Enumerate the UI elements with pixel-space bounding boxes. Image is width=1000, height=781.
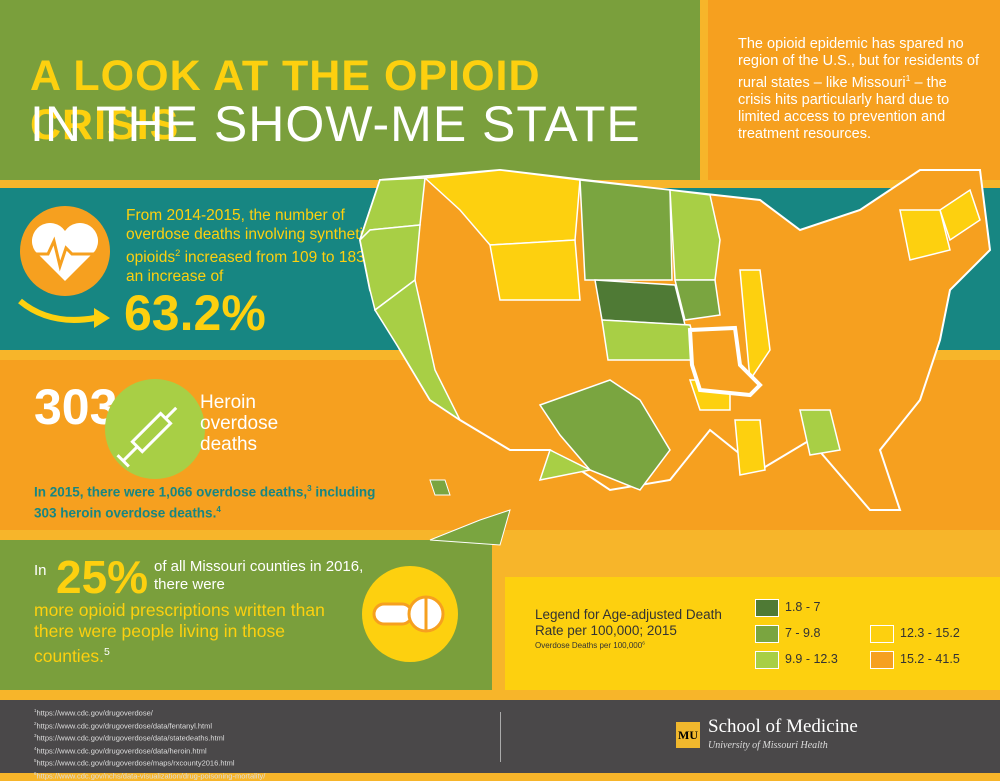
prescriptions-panel: In 25% of all Missouri counties in 2016,… bbox=[0, 540, 492, 690]
source-url: https://www.cdc.gov/drugoverdose/data/he… bbox=[37, 746, 207, 755]
heart-icon bbox=[10, 196, 130, 346]
legend-swatch bbox=[755, 625, 779, 643]
legend-swatch bbox=[755, 651, 779, 669]
synthetic-stat: 63.2% bbox=[124, 284, 266, 342]
school-subtitle: University of Missouri Health bbox=[708, 740, 828, 751]
state bbox=[490, 240, 580, 300]
us-map bbox=[340, 150, 1000, 550]
prescriptions-highlight: more opioid prescriptions written than t… bbox=[34, 600, 334, 667]
legend-label: 15.2 - 41.5 bbox=[900, 652, 960, 666]
legend-label: 7 - 9.8 bbox=[785, 626, 820, 640]
pill-icon bbox=[360, 564, 460, 664]
legend-swatch bbox=[870, 651, 894, 669]
legend-title: Legend for Age-adjusted Death Rate per 1… bbox=[535, 607, 735, 639]
footer: 1https://www.cdc.gov/drugoverdose/2https… bbox=[0, 700, 1000, 773]
heroin-label: Heroin overdose deaths bbox=[200, 392, 320, 455]
source-url: https://www.cdc.gov/drugoverdose/data/fe… bbox=[37, 721, 213, 730]
body-text: In 2015, there were 1,066 overdose death… bbox=[34, 485, 307, 500]
footnote-ref: 6 bbox=[642, 641, 645, 646]
heroin-text: In 2015, there were 1,066 overdose death… bbox=[34, 480, 384, 521]
source-line: 6https://www.cdc.gov/nchs/data-visualiza… bbox=[34, 769, 265, 781]
state bbox=[670, 190, 720, 280]
syringe-icon bbox=[100, 374, 210, 484]
source-line: 1https://www.cdc.gov/drugoverdose/ bbox=[34, 706, 265, 719]
divider bbox=[500, 712, 501, 762]
legend-subtitle-text: Overdose Deaths per 100,000 bbox=[535, 641, 642, 650]
source-url: https://www.cdc.gov/drugoverdose/maps/rx… bbox=[37, 759, 235, 768]
legend-label: 9.9 - 12.3 bbox=[785, 652, 838, 666]
footnote-ref: 5 bbox=[104, 646, 110, 658]
legend-label: 1.8 - 7 bbox=[785, 600, 820, 614]
source-line: 3https://www.cdc.gov/drugoverdose/data/s… bbox=[34, 731, 265, 744]
mu-logo: MU bbox=[676, 722, 700, 748]
source-url: https://www.cdc.gov/drugoverdose/data/st… bbox=[37, 734, 225, 743]
source-line: 4https://www.cdc.gov/drugoverdose/data/h… bbox=[34, 744, 265, 757]
legend-subtitle: Overdose Deaths per 100,0006 bbox=[535, 641, 645, 650]
state bbox=[580, 180, 672, 280]
footnote-ref: 4 bbox=[216, 505, 221, 514]
state bbox=[602, 320, 700, 360]
state bbox=[595, 280, 685, 325]
synthetic-text: From 2014-2015, the number of overdose d… bbox=[126, 206, 376, 286]
legend-label: 12.3 - 15.2 bbox=[900, 626, 960, 640]
source-line: 5https://www.cdc.gov/drugoverdose/maps/r… bbox=[34, 756, 265, 769]
legend-swatch bbox=[755, 599, 779, 617]
svg-text:MU: MU bbox=[678, 728, 698, 742]
body-text: In bbox=[34, 562, 47, 579]
alaska bbox=[430, 510, 510, 545]
hawaii bbox=[430, 480, 450, 495]
body-text: of all Missouri counties in 2016, there … bbox=[154, 558, 364, 594]
highlight-text: more opioid prescriptions written than t… bbox=[34, 600, 325, 666]
state bbox=[735, 420, 765, 475]
prescriptions-stat: 25% bbox=[56, 550, 148, 604]
legend-swatch bbox=[870, 625, 894, 643]
title-line2: IN THE SHOW-ME STATE bbox=[30, 95, 641, 153]
source-url: https://www.cdc.gov/drugoverdose/ bbox=[37, 709, 153, 718]
legend-panel: Legend for Age-adjusted Death Rate per 1… bbox=[505, 577, 1000, 690]
school-name: School of Medicine bbox=[708, 716, 858, 738]
sources: 1https://www.cdc.gov/drugoverdose/2https… bbox=[34, 706, 265, 781]
source-url: https://www.cdc.gov/nchs/data-visualizat… bbox=[37, 771, 266, 780]
source-line: 2https://www.cdc.gov/drugoverdose/data/f… bbox=[34, 719, 265, 732]
